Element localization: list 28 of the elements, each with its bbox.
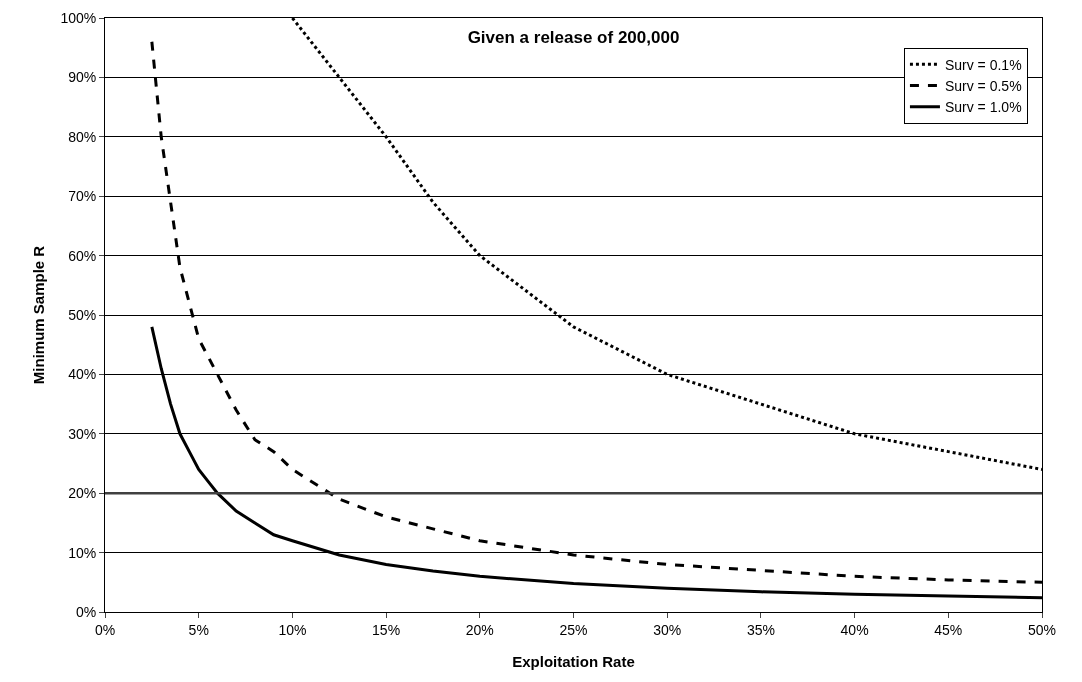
y-tick-label: 90%: [68, 69, 97, 86]
x-tick-label: 5%: [188, 621, 209, 638]
y-tick-label: 70%: [68, 188, 97, 205]
y-tick-label: 60%: [68, 247, 97, 264]
legend-label: Surv = 0.5%: [944, 77, 1022, 94]
x-tick-label: 0%: [94, 621, 116, 638]
text: Given a release of 200,000: [467, 27, 680, 47]
legend-label: Surv = 1.0%: [944, 99, 1022, 116]
y-axis-title: Minimum Sample R: [29, 245, 47, 385]
y-tick-label: 40%: [68, 366, 97, 383]
y-tick-label: 0%: [75, 603, 97, 620]
y-tick-label: 10%: [68, 544, 97, 561]
legend-label: Surv = 0.1%: [944, 56, 1022, 73]
x-tick-label: 30%: [653, 621, 682, 638]
x-tick-label: 40%: [840, 621, 869, 638]
y-tick-label: 30%: [68, 425, 97, 442]
x-axis-title: Exploitation Rate: [512, 653, 635, 670]
x-tick-label: 25%: [559, 621, 588, 638]
y-tick-label: 50%: [68, 306, 97, 323]
x-tick-label: 15%: [372, 621, 401, 638]
x-tick-label: 50%: [1027, 621, 1057, 638]
x-tick-label: 10%: [278, 621, 307, 638]
x-tick-label: 20%: [465, 621, 494, 638]
y-tick-label: 20%: [68, 485, 97, 502]
y-tick-label: 80%: [68, 128, 97, 145]
y-tick-label: 100%: [60, 9, 97, 26]
x-tick-label: 35%: [746, 621, 775, 638]
x-tick-label: 45%: [934, 621, 963, 638]
